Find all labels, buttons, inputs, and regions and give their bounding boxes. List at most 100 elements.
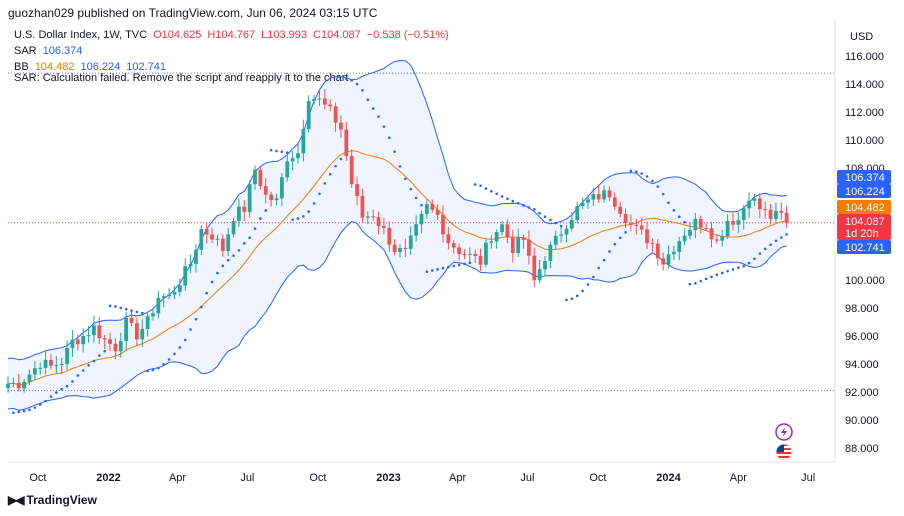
sar-dot [296,217,300,220]
sar-dot [242,242,246,245]
sar-dot [683,220,686,224]
candle [467,247,472,262]
candle-body [731,221,735,225]
candle [478,248,483,271]
sar-dot [124,307,128,311]
candle [301,119,306,162]
sar-dot [22,409,26,413]
sar-dot [651,179,654,183]
sar-dot [355,82,359,86]
candle-body [355,184,359,196]
legend-symbol[interactable]: U.S. Dollar Index, 1W, TVC [14,29,148,41]
legend-bb-basis: 104.482 [34,61,75,73]
sar-dot [183,338,187,342]
sar-dot [688,282,692,286]
legend-bb-label: BB [14,61,29,73]
sar-dot [205,291,208,295]
sar-dot [447,265,450,269]
candle [580,197,585,210]
candle-body [467,253,472,255]
bb-upper-price-tag-bg [837,184,891,198]
sar-dot [382,125,386,129]
candle [43,350,48,375]
sar-dot [468,261,472,265]
candle-body [747,200,751,209]
candle-body [215,238,220,240]
candle [392,239,397,256]
footer-brand[interactable]: ▶◀ TradingView [8,493,97,507]
sar-dot [409,187,413,191]
sar-dot [527,206,531,209]
candle-body [102,338,107,340]
bb-basis-price-tag: 104.482 [837,200,891,214]
price-chart[interactable]: USD116.000114.000112.000110.000108.00010… [0,0,904,490]
candle-body [580,202,585,206]
candle-body [661,258,666,265]
legend-high: H104.767 [207,29,256,41]
sar-dot [532,208,536,211]
sar-dot [420,203,423,207]
candle [70,330,75,357]
candle [537,259,542,284]
candle-body [473,253,478,257]
candle-body [398,247,402,253]
sar-dot [677,215,681,219]
publish-info: guozhan029 published on TradingView.com,… [8,6,378,20]
candle [183,258,188,291]
sar-dot [157,366,160,370]
bb-lower-price-tag-bg [837,240,891,254]
sar-dot [570,297,574,300]
candle-body [140,329,145,340]
candle [151,309,155,321]
candle [258,166,263,190]
candle [27,369,32,385]
sar-dot [167,358,171,361]
candle [113,338,118,360]
us-flag-icon[interactable] [775,443,793,461]
candle-body [360,195,365,218]
lightning-icon[interactable] [775,423,793,441]
sar-dot [538,211,541,215]
candle-body [430,204,435,210]
candle-body [237,206,241,221]
legend-sar[interactable]: SAR 106.374 [14,45,88,57]
bb-basis-line [7,150,787,386]
candle-body [424,204,429,214]
candle [59,357,64,375]
sar-dot [361,89,364,92]
candle [484,239,488,268]
candle [543,255,547,277]
candle-body [108,339,112,344]
sar-dot [694,281,697,285]
candle [688,222,692,240]
candle-body [779,210,784,213]
candle [263,178,268,204]
candle-body [784,212,789,223]
legend-bb[interactable]: BB 104.482 106.224 102.741 [14,61,172,73]
candle [32,361,37,381]
sar-dot [248,236,251,239]
candle [269,191,274,207]
bb-basis-price-tag-bg [837,200,891,214]
candle-body [328,104,333,107]
candle-body [177,285,182,292]
legend-change: −0.538 (−0.51%) [366,29,449,41]
candle-body [596,194,601,200]
x-tick-label: Apr [169,472,186,484]
candle-body [553,235,558,245]
candle-body [54,365,59,367]
candle-body [457,247,461,255]
candle-body [306,100,311,130]
sar-dot [779,236,783,239]
sar-dot [366,98,370,102]
candle [220,234,225,257]
candle-body [382,225,386,228]
sar-dot [699,279,703,283]
legend-sar-value: 106.374 [42,45,83,57]
candle [156,291,161,319]
candle-body [720,236,725,241]
candle [387,221,392,252]
candle-body [500,224,504,233]
candle-body [693,218,698,231]
sar-dot [178,346,182,349]
